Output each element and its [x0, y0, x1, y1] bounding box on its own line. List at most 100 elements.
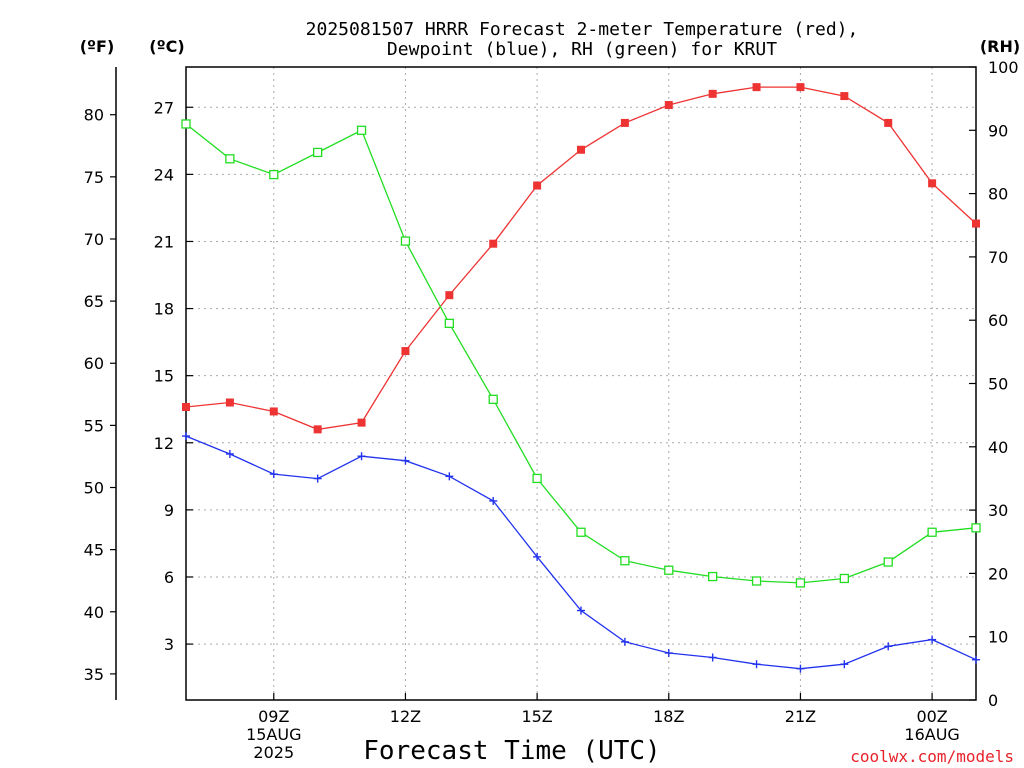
fahrenheit-tick-label: 80 — [84, 106, 104, 125]
temperature-point — [884, 118, 893, 127]
rh-point — [313, 147, 323, 158]
dewpoint-point — [752, 660, 761, 669]
dewpoint-point — [225, 449, 234, 458]
dewpoint-point — [357, 452, 366, 461]
fahrenheit-tick-label: 70 — [84, 230, 104, 249]
dewpoint-point — [489, 496, 498, 505]
axis-ticks: 3 6 9 12 15 18 21 24 27 35 40 45 50 55 60 65 70 75 80 0 10 20… — [84, 58, 1019, 762]
x-tick-label: 2025 — [253, 743, 294, 762]
x-tick-label: 16AUG — [904, 725, 959, 744]
temperature-point — [577, 145, 585, 154]
fahrenheit-tick-label: 55 — [84, 416, 104, 435]
gridlines — [186, 67, 976, 700]
celsius-tick-label: 9 — [164, 501, 174, 520]
dewpoint-point — [928, 635, 937, 644]
dewpoint-point — [313, 474, 322, 483]
rh-tick-label: 90 — [988, 121, 1008, 140]
rh-point — [444, 318, 454, 329]
fahrenheit-unit-label: (ºF) — [80, 37, 115, 56]
dewpoint-point — [401, 456, 410, 465]
temperature-point — [664, 101, 673, 110]
dewpoint-line — [185, 435, 977, 670]
temperature-point — [928, 179, 937, 188]
rh-point — [488, 394, 498, 404]
rh-unit-label: (RH) — [980, 37, 1020, 56]
plot-frame — [185, 66, 977, 701]
rh-tick-label: 30 — [988, 501, 1008, 520]
rh-point — [751, 576, 762, 586]
fahrenheit-tick-label: 45 — [84, 541, 104, 560]
rh-line — [185, 123, 977, 584]
rh-tick-label: 40 — [988, 438, 1008, 457]
x-tick-label: 09Z — [258, 707, 289, 726]
temperature-point — [752, 83, 761, 92]
temperature-point — [708, 89, 717, 98]
rh-tick-label: 20 — [988, 564, 1008, 583]
chart-title-line-1: 2025081507 HRRR Forecast 2-meter Tempera… — [306, 19, 859, 40]
temperature-point — [533, 181, 542, 190]
rh-point — [971, 523, 981, 533]
celsius-tick-label: 15 — [154, 367, 174, 386]
x-tick-label: 15Z — [521, 707, 552, 726]
rh-point — [532, 473, 542, 484]
celsius-tick-label: 3 — [164, 635, 174, 654]
x-tick-label: 18Z — [653, 707, 684, 726]
temperature-point — [182, 402, 190, 411]
temperature-point — [620, 118, 629, 127]
fahrenheit-tick-label: 50 — [84, 479, 104, 498]
temperature-point — [269, 407, 278, 416]
temperature-point — [840, 92, 849, 101]
celsius-tick-label: 27 — [154, 98, 174, 117]
celsius-tick-label: 18 — [154, 300, 174, 319]
dewpoint-point — [884, 642, 893, 651]
rh-point — [181, 119, 191, 129]
fahrenheit-tick-label: 75 — [84, 168, 104, 187]
x-tick-label: 21Z — [785, 707, 816, 726]
temperature-point — [225, 398, 234, 407]
rh-tick-label: 80 — [988, 185, 1008, 204]
rh-point — [620, 556, 630, 566]
rh-point — [664, 565, 674, 575]
rh-point — [839, 573, 849, 584]
fahrenheit-tick-label: 40 — [84, 603, 104, 622]
temperature-point — [972, 219, 980, 228]
rh-point — [269, 169, 279, 180]
dewpoint-point — [445, 472, 454, 481]
dewpoint-point — [577, 606, 585, 615]
rh-point — [356, 125, 367, 135]
chart-title-line-2: Dewpoint (blue), RH (green) for KRUT — [387, 39, 777, 60]
temperature-point — [796, 83, 805, 92]
temperature-point — [489, 239, 498, 248]
rh-tick-label: 10 — [988, 628, 1008, 647]
dewpoint-point — [840, 660, 849, 669]
fahrenheit-tick-label: 60 — [84, 354, 104, 373]
x-tick-label: 12Z — [390, 707, 421, 726]
dewpoint-point — [269, 470, 278, 479]
dewpoint-point — [708, 653, 717, 662]
dewpoint-point — [620, 637, 629, 646]
celsius-tick-label: 24 — [154, 165, 174, 184]
dewpoint-point — [796, 664, 805, 673]
celsius-unit-label: (ºC) — [149, 37, 184, 56]
rh-tick-label: 70 — [988, 248, 1008, 267]
temperature-line — [185, 86, 977, 431]
dewpoint-point — [182, 432, 190, 441]
rh-point — [883, 557, 893, 567]
rh-point — [927, 527, 937, 537]
rh-point — [795, 578, 806, 588]
rh-point — [576, 527, 586, 537]
temperature-point — [357, 418, 366, 427]
x-tick-label: 00Z — [916, 707, 947, 726]
credit-text: coolwx.com/models — [850, 747, 1014, 766]
temperature-point — [401, 347, 410, 356]
fahrenheit-tick-label: 35 — [84, 665, 104, 684]
celsius-tick-label: 12 — [154, 434, 174, 453]
dewpoint-point — [972, 655, 980, 664]
rh-tick-label: 50 — [988, 375, 1008, 394]
rh-point — [400, 236, 411, 246]
temperature-point — [445, 291, 454, 300]
dewpoint-point — [664, 649, 673, 658]
temperature-point — [313, 425, 322, 434]
x-tick-label: 15AUG — [246, 725, 301, 744]
